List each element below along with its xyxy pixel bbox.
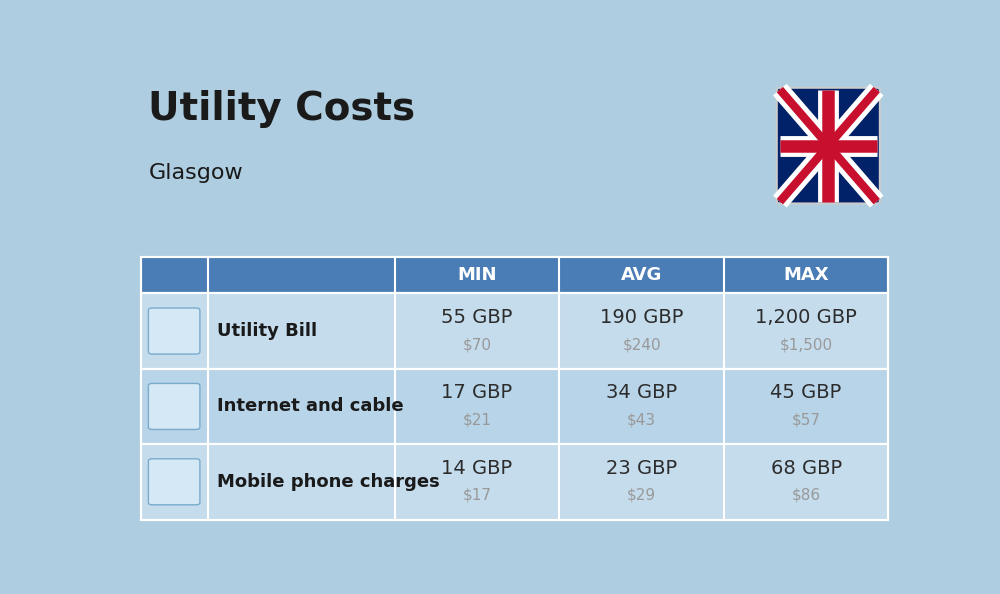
Text: $240: $240 [622,337,661,352]
Text: $57: $57 [792,412,821,428]
Text: 34 GBP: 34 GBP [606,383,677,402]
Text: 45 GBP: 45 GBP [770,383,842,402]
Text: 17 GBP: 17 GBP [441,383,513,402]
Text: $70: $70 [463,337,492,352]
FancyBboxPatch shape [140,293,888,369]
Text: 190 GBP: 190 GBP [600,308,683,327]
FancyBboxPatch shape [140,257,888,293]
Text: 14 GBP: 14 GBP [441,459,513,478]
Text: $17: $17 [463,488,492,503]
Text: Utility Bill: Utility Bill [217,322,317,340]
FancyBboxPatch shape [777,88,880,204]
Text: $1,500: $1,500 [780,337,833,352]
Text: Mobile phone charges: Mobile phone charges [217,473,440,491]
Text: $43: $43 [627,412,656,428]
Text: Internet and cable: Internet and cable [217,397,404,415]
Text: $86: $86 [792,488,821,503]
Text: 68 GBP: 68 GBP [771,459,842,478]
Text: 1,200 GBP: 1,200 GBP [755,308,857,327]
Text: Utility Costs: Utility Costs [148,90,415,128]
Text: 55 GBP: 55 GBP [441,308,513,327]
Text: $29: $29 [627,488,656,503]
Text: AVG: AVG [621,266,662,284]
FancyBboxPatch shape [148,459,200,505]
FancyBboxPatch shape [148,383,200,429]
Text: $21: $21 [463,412,492,428]
FancyBboxPatch shape [148,308,200,354]
Text: 23 GBP: 23 GBP [606,459,677,478]
Text: MIN: MIN [457,266,497,284]
FancyBboxPatch shape [140,444,888,520]
FancyBboxPatch shape [140,369,888,444]
Text: MAX: MAX [783,266,829,284]
Text: Glasgow: Glasgow [148,163,243,183]
